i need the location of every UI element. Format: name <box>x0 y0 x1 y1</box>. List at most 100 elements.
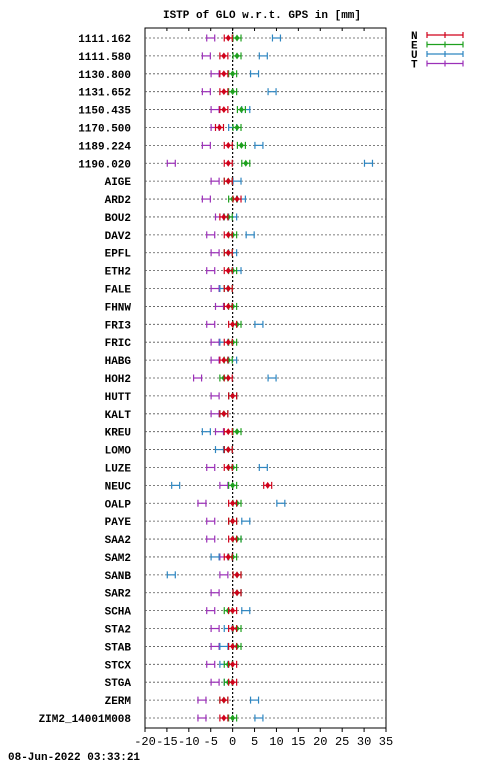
marker-e <box>234 123 240 131</box>
marker-n <box>225 374 231 382</box>
station-label: SCHA <box>105 607 132 619</box>
marker-n <box>225 553 231 561</box>
marker-e <box>230 88 236 96</box>
point-t <box>210 249 220 257</box>
point-t <box>210 338 220 346</box>
x-tick-label: 10 <box>269 735 283 749</box>
point-t <box>197 696 207 704</box>
station-label: KALT <box>105 410 132 422</box>
point-n <box>228 607 238 615</box>
point-n <box>228 320 238 328</box>
marker-n <box>221 213 227 221</box>
station-label: ARD2 <box>105 195 131 207</box>
station-label: SAM2 <box>105 553 131 565</box>
marker-e <box>243 159 249 167</box>
point-n <box>223 141 233 149</box>
marker-n <box>225 302 231 310</box>
point-u <box>258 52 268 60</box>
point-n <box>219 410 229 418</box>
x-tick-label: 25 <box>335 735 349 749</box>
point-u <box>254 714 264 722</box>
station-label: OALP <box>105 499 132 511</box>
point-n <box>214 123 225 131</box>
station-label: DAV2 <box>105 231 131 243</box>
station-label: STCX <box>105 660 132 672</box>
legend-item: N <box>411 31 464 43</box>
station-label: ZIM2_14001M008 <box>39 714 132 726</box>
point-e <box>232 34 242 42</box>
point-t <box>210 589 220 597</box>
timestamp: 08-Jun-2022 03:33:21 <box>8 752 140 763</box>
marker-e <box>230 714 236 722</box>
point-t <box>197 714 207 722</box>
point-n <box>219 356 229 364</box>
point-t <box>206 660 216 668</box>
point-n <box>219 106 229 114</box>
marker-n <box>230 625 236 633</box>
point-t <box>206 267 216 275</box>
point-t <box>210 410 220 418</box>
marker-n <box>225 267 231 275</box>
point-u <box>254 320 264 328</box>
point-n <box>228 625 238 633</box>
point-n <box>228 678 238 686</box>
point-n <box>228 535 238 543</box>
marker-n <box>221 356 227 364</box>
station-label: 1111.580 <box>78 52 131 64</box>
point-t <box>197 499 207 507</box>
point-n <box>223 34 233 42</box>
point-t <box>210 356 220 364</box>
marker-n <box>221 52 227 60</box>
point-n <box>219 714 229 722</box>
point-n <box>223 177 233 185</box>
point-t <box>166 159 176 167</box>
point-t <box>219 571 229 579</box>
station-label: FHNW <box>105 302 132 314</box>
marker-n <box>230 678 236 686</box>
point-u <box>219 642 229 650</box>
marker-n <box>265 481 271 489</box>
legend-label: N <box>411 31 418 43</box>
marker-n <box>234 195 240 203</box>
marker-n <box>225 463 231 471</box>
point-u <box>267 88 277 96</box>
point-n <box>232 589 242 597</box>
station-label: FRIC <box>105 338 132 350</box>
point-t <box>214 302 225 310</box>
legend-item: U <box>411 50 464 62</box>
station-label: SAA2 <box>105 535 131 547</box>
point-n <box>223 159 233 167</box>
point-u <box>210 553 220 561</box>
station-label: 1130.800 <box>78 70 131 82</box>
point-u <box>363 159 374 167</box>
point-t <box>206 535 216 543</box>
point-n <box>219 52 229 60</box>
marker-n <box>234 571 240 579</box>
point-t <box>201 52 211 60</box>
x-tick-label: 30 <box>357 735 371 749</box>
point-t <box>192 374 203 382</box>
point-n <box>223 374 233 382</box>
point-n <box>223 267 233 275</box>
marker-n <box>225 428 231 436</box>
marker-n <box>234 589 240 597</box>
x-tick-label: -20 <box>134 735 156 749</box>
point-t <box>210 678 220 686</box>
marker-n <box>230 320 236 328</box>
point-u <box>249 696 260 704</box>
x-tick-label: 20 <box>313 735 327 749</box>
grid-layer <box>144 27 387 729</box>
station-label: HOH2 <box>105 374 131 386</box>
marker-n <box>225 177 231 185</box>
station-label: 1131.652 <box>78 88 131 100</box>
x-tick-label: -10 <box>178 735 200 749</box>
point-u <box>241 607 251 615</box>
point-n <box>263 481 273 489</box>
station-label: STAB <box>105 642 132 654</box>
point-n <box>219 213 229 221</box>
point-e <box>236 141 246 149</box>
point-n <box>223 231 233 239</box>
marker-e <box>234 34 240 42</box>
